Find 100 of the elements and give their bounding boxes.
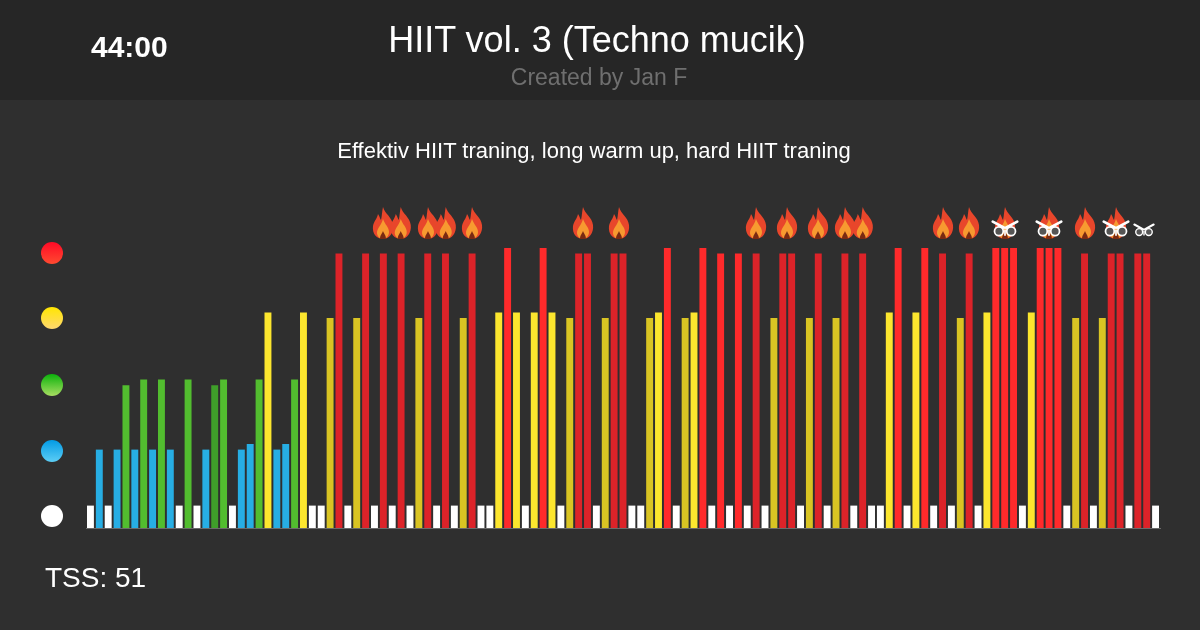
bar — [672, 505, 680, 528]
bar — [495, 312, 503, 528]
bar — [752, 253, 760, 528]
bar — [557, 505, 565, 528]
bar — [237, 449, 245, 528]
bar — [157, 379, 165, 528]
bar — [264, 312, 272, 528]
bar — [601, 318, 609, 528]
bar — [841, 253, 849, 528]
bar — [1072, 318, 1080, 528]
bar — [876, 505, 884, 528]
bar — [699, 248, 707, 528]
bar — [885, 312, 893, 528]
bar — [1125, 505, 1133, 528]
bar — [433, 505, 441, 528]
bar — [282, 444, 290, 528]
bar — [1143, 253, 1151, 528]
bar — [415, 318, 423, 528]
bar — [646, 318, 654, 528]
bar — [140, 379, 148, 528]
bar — [113, 449, 121, 528]
bar — [530, 312, 538, 528]
bar — [513, 312, 520, 528]
bar — [175, 505, 183, 528]
bar — [788, 253, 796, 528]
bar — [894, 248, 902, 528]
bar — [947, 505, 955, 528]
bar — [663, 248, 671, 528]
bar — [610, 253, 618, 528]
chart-title: HIIT vol. 3 (Techno mucik) — [387, 18, 807, 62]
bar — [166, 449, 174, 528]
bar — [95, 449, 103, 528]
bar — [300, 312, 307, 528]
bar — [814, 253, 822, 528]
bar — [291, 379, 299, 528]
bar — [983, 312, 991, 528]
bar — [308, 505, 316, 528]
bar — [193, 505, 201, 528]
bar — [592, 505, 600, 528]
bar — [486, 505, 494, 528]
bar — [521, 505, 529, 528]
bar — [388, 505, 396, 528]
bar — [1116, 253, 1124, 528]
text: TSS: 51 — [45, 561, 147, 595]
chart-subtitle: Created by Jan F — [509, 64, 689, 90]
bar — [228, 505, 236, 528]
bar — [104, 505, 112, 528]
bar — [86, 505, 94, 528]
bar — [211, 385, 219, 528]
bar — [974, 505, 982, 528]
bar — [965, 253, 973, 528]
bar — [912, 312, 920, 528]
bar — [344, 505, 352, 528]
bar — [708, 505, 716, 528]
bar — [681, 318, 689, 528]
bar — [504, 248, 512, 528]
bar — [992, 248, 1000, 528]
bar — [584, 253, 591, 528]
bar — [1036, 248, 1044, 528]
bar — [539, 248, 547, 528]
bar — [930, 505, 938, 528]
bar — [397, 253, 405, 528]
bar — [468, 253, 476, 528]
bar — [459, 318, 467, 528]
bar — [246, 444, 254, 528]
bar — [939, 253, 946, 528]
bar — [220, 379, 228, 528]
bar — [726, 505, 733, 528]
bar — [255, 379, 263, 528]
bar — [273, 449, 281, 528]
bar — [734, 253, 742, 528]
bar — [628, 505, 636, 528]
bar — [149, 449, 157, 528]
bar — [655, 312, 662, 528]
bar — [1063, 505, 1071, 528]
bar — [362, 253, 370, 528]
bar — [326, 318, 334, 528]
bar — [1001, 248, 1009, 528]
bar — [1098, 318, 1106, 528]
bar — [450, 505, 458, 528]
bar — [379, 253, 387, 528]
bar — [743, 505, 751, 528]
bar — [859, 253, 867, 528]
bar — [424, 253, 432, 528]
bar — [770, 318, 778, 528]
bar — [371, 505, 378, 528]
bar — [1152, 505, 1160, 528]
bar — [637, 505, 645, 528]
bar — [797, 505, 804, 528]
bar — [202, 449, 210, 528]
bar — [805, 318, 813, 528]
bar — [1027, 312, 1035, 528]
bar — [122, 385, 130, 528]
bar — [717, 253, 725, 528]
bar — [868, 505, 875, 528]
bar — [575, 253, 583, 528]
bar — [1081, 253, 1089, 528]
bar — [317, 505, 325, 528]
bar — [921, 248, 929, 528]
text: 44:00 — [91, 30, 168, 64]
